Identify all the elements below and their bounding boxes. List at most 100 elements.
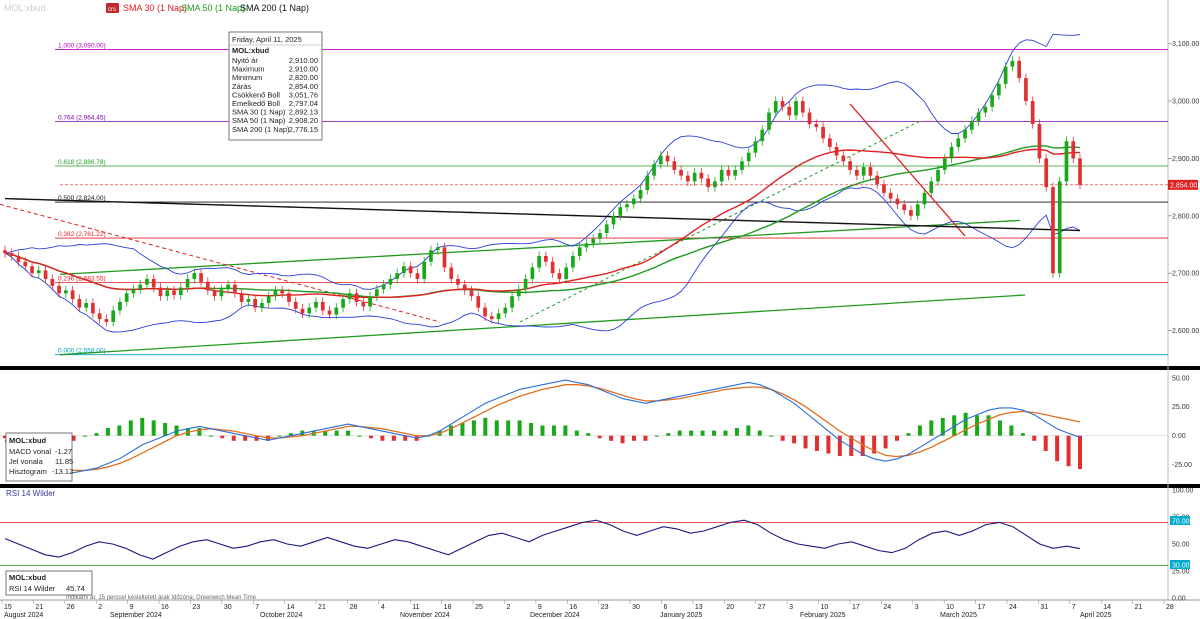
x-day-label: 20 [726, 604, 734, 611]
price-tick-label: 2,800.00 [1172, 213, 1199, 220]
candle-body [990, 95, 994, 107]
macd-legend-title: MOL:xbud [9, 436, 46, 445]
candle-body [354, 293, 359, 302]
x-month-label: January 2025 [660, 612, 703, 619]
x-day-label: 10 [821, 604, 829, 611]
tooltip-date: Friday, April 11, 2025 [232, 35, 302, 44]
candle-body [733, 169, 738, 176]
macd-hist-bar [1055, 435, 1060, 462]
candle-body [239, 293, 244, 302]
x-day-label: 21 [35, 604, 43, 611]
macd-hist-bar [963, 412, 968, 436]
macd-hist-bar [220, 435, 225, 439]
macd-hist-bar [1066, 435, 1071, 467]
candle-body [1030, 101, 1035, 125]
trendline-dashed [519, 120, 921, 323]
candle-body [523, 278, 528, 290]
rsi-tick-label: 100.00 [1172, 488, 1194, 495]
candle-body [963, 129, 967, 139]
candle-body [178, 287, 183, 295]
fib-label: 1.000 (3,090.00) [58, 42, 106, 49]
candle-body [1003, 66, 1008, 84]
tooltip-row-label: Maximum [232, 65, 265, 74]
candle-body [469, 290, 474, 297]
macd-hist-bar [654, 435, 659, 437]
candle-body [1037, 124, 1042, 159]
price-tick-label: 2,700.00 [1172, 271, 1199, 278]
candle-body [57, 285, 61, 294]
candle-body [814, 124, 819, 127]
header-sma30-label: SMA 30 (1 Nap) [123, 3, 187, 13]
sma200-line [4, 197, 1081, 232]
candle-body [544, 255, 548, 262]
candle-body [280, 290, 285, 294]
candle-body [969, 121, 974, 130]
x-day-label: 6 [664, 604, 668, 611]
macd-tick-label: 50.00 [1172, 375, 1190, 382]
moving-average-lines [4, 33, 1081, 333]
macd-hist-bar [803, 435, 808, 449]
x-day-label: 18 [444, 604, 452, 611]
candle-body [192, 273, 197, 279]
candle-body [787, 106, 792, 116]
macd-hist-bar [826, 435, 831, 454]
x-day-label: 21 [1135, 604, 1143, 611]
candle-body [922, 192, 927, 205]
x-day-label: 9 [538, 604, 542, 611]
x-day-label: 11 [412, 604, 419, 611]
macd-hist-bar [757, 430, 762, 436]
candle-body [212, 290, 217, 297]
macd-hist-bar [140, 417, 145, 436]
candle-body [483, 307, 487, 317]
tooltip-row-label: Zárás [232, 82, 251, 91]
candle-body [476, 296, 481, 308]
rsi-legend-value: 45.74 [66, 584, 85, 593]
bollinger-upper-line [4, 33, 1081, 290]
macd-hist-bar [609, 435, 614, 441]
candle-body [550, 261, 555, 274]
tooltip-row-value: 2,854.00 [289, 82, 318, 91]
candle-body [375, 289, 379, 297]
candle-body [320, 301, 325, 311]
tooltip-symbol: MOL:xbud [232, 46, 269, 55]
candle-body [118, 301, 122, 311]
candle-body [23, 261, 28, 267]
candle-body [388, 278, 393, 285]
candle-body [435, 247, 440, 251]
macd-hist-bar [975, 415, 980, 436]
candle-body [165, 290, 170, 297]
macd-hist-bar [551, 425, 556, 436]
macd-hist-bar [323, 430, 328, 436]
macd-hist-bar [231, 435, 236, 441]
logo-badge [106, 3, 119, 13]
macd-hist-bar [208, 435, 213, 437]
macd-hist-bar [1078, 435, 1082, 470]
tooltip-row-label: Emelkedő Boll [232, 99, 280, 108]
price-tick-label: 3,100.00 [1172, 41, 1199, 48]
x-day-label: 10 [946, 604, 954, 611]
candle-body [9, 253, 14, 256]
macd-tick-label: 0.00 [1172, 433, 1186, 440]
tooltip-row-value: 3,051.76 [289, 90, 318, 99]
x-day-label: 28 [1166, 604, 1174, 611]
candle-body [997, 83, 1001, 96]
x-day-label: 31 [1040, 604, 1048, 611]
candle-body [327, 310, 332, 315]
macd-hist-bar [449, 425, 454, 436]
rsi-legend-label: RSI 14 Wilder [9, 584, 56, 593]
macd-hist-bar [71, 435, 76, 441]
candle-body [219, 289, 224, 297]
candle-body [767, 112, 771, 130]
tooltip-row-value: 2,797.04 [289, 99, 318, 108]
candle-body [489, 316, 494, 320]
macd-hist-bar [940, 417, 945, 436]
candle-body [686, 175, 690, 182]
candle-body [821, 126, 825, 139]
macd-legend-signal-value: 11.85 [55, 457, 73, 466]
macd-legend: MOL:xbud MACD vonal -1.27 Jel vonala 11.… [5, 432, 73, 482]
macd-hist-bar [540, 425, 545, 436]
macd-hist-bar [986, 415, 991, 436]
logo-text: crs [108, 7, 116, 13]
candle-body [645, 175, 650, 190]
